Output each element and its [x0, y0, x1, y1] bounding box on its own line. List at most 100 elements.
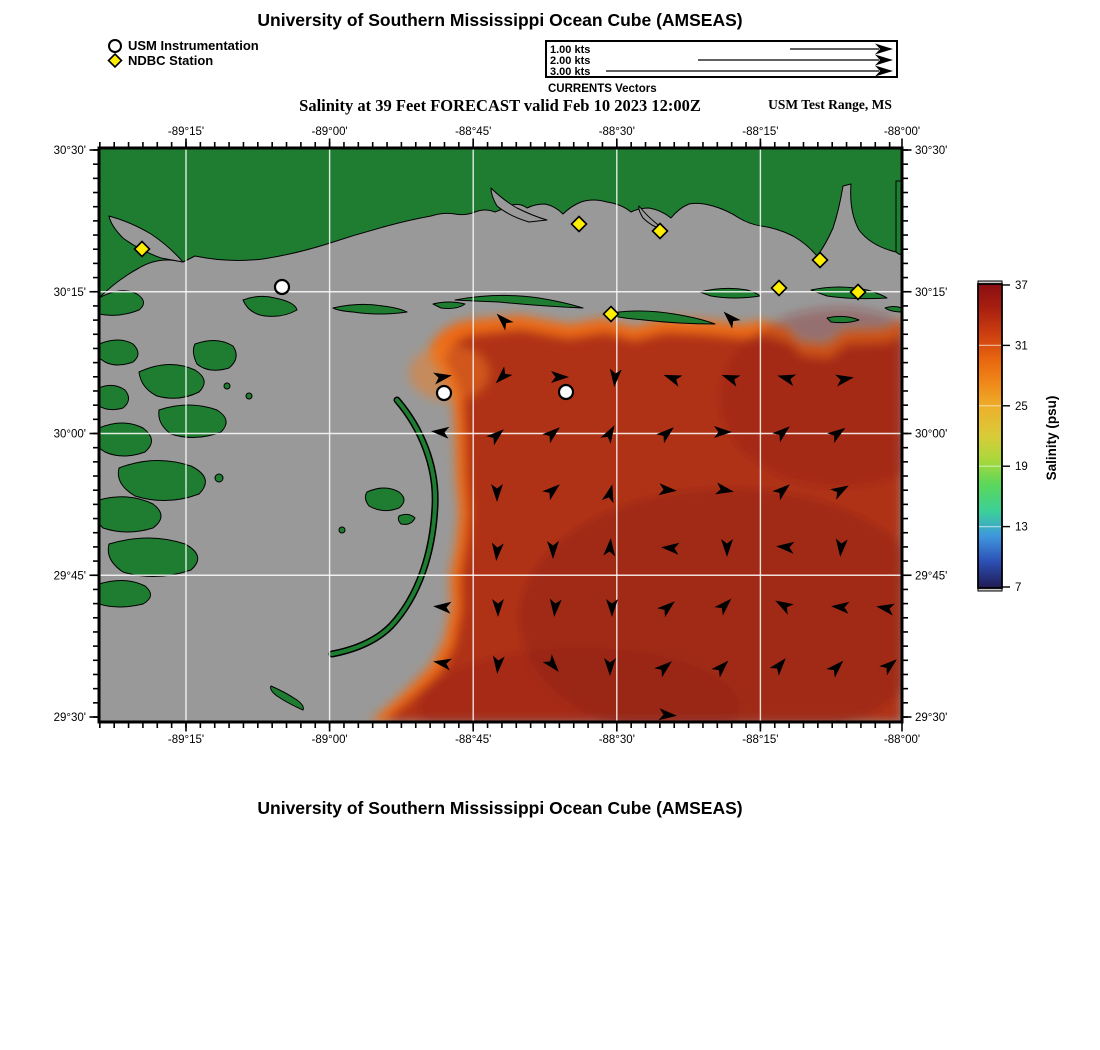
current-vector — [835, 538, 848, 557]
current-vector — [776, 541, 795, 554]
station-legend: USM Instrumentation NDBC Station — [107, 38, 259, 68]
current-vector — [657, 601, 675, 618]
ndbc-station-marker — [849, 283, 867, 301]
legend-row-ndbc: NDBC Station — [107, 53, 259, 68]
islet-se-2 — [884, 306, 902, 313]
svg-text:-88°00': -88°00' — [884, 126, 920, 138]
svg-text:-89°00': -89°00' — [311, 734, 347, 746]
current-vector — [721, 374, 741, 387]
svg-text:30°30': 30°30' — [54, 145, 86, 157]
colorbar-canvas: 37 31 25 19 13 7 Salinity (psu) — [977, 280, 1059, 594]
ndbc-station-marker — [570, 215, 588, 233]
svg-text:-89°15': -89°15' — [168, 126, 204, 138]
ndbc-station-marker — [811, 251, 829, 269]
svg-text:-88°15': -88°15' — [742, 126, 778, 138]
map-canvas: -89°15' -89°15' -89°00' -89°00' -88°45' -88°4… — [54, 126, 948, 746]
svg-text:30°15': 30°15' — [54, 287, 86, 299]
current-vector — [775, 600, 794, 615]
svg-text:37: 37 — [1015, 280, 1028, 292]
ndbc-station-marker — [651, 222, 669, 240]
svg-text:29°30': 29°30' — [54, 712, 86, 724]
svg-text:7: 7 — [1015, 582, 1021, 594]
stations-layer — [133, 215, 867, 402]
currents-caption: CURRENTS Vectors — [548, 83, 657, 95]
svg-text:3.00 kts: 3.00 kts — [550, 66, 590, 76]
map-frame — [97, 146, 904, 724]
current-vector — [658, 483, 677, 496]
svg-text:-88°45': -88°45' — [455, 126, 491, 138]
svg-text:-88°30': -88°30' — [599, 126, 635, 138]
current-vector — [496, 313, 514, 331]
salinity-field — [370, 308, 902, 722]
current-vector — [711, 660, 729, 678]
current-vector — [433, 601, 452, 614]
current-vector — [604, 658, 616, 676]
current-vector — [609, 368, 622, 387]
svg-text:2.00 kts: 2.00 kts — [550, 55, 590, 67]
mainland — [99, 148, 902, 299]
ndbc-diamond-icon — [107, 53, 123, 68]
current-vector — [491, 542, 504, 561]
ship-island — [332, 303, 408, 315]
usm-circle-icon — [108, 39, 122, 53]
current-vector — [542, 654, 559, 672]
chandeleur-arc — [328, 396, 439, 658]
svg-text:19: 19 — [1015, 461, 1028, 473]
svg-text:30°00': 30°00' — [54, 429, 86, 441]
current-vector — [714, 598, 732, 616]
usm-station-marker — [435, 384, 453, 402]
page-title-bottom: University of Southern Mississippi Ocean… — [257, 798, 743, 818]
islet-se-1 — [826, 315, 860, 324]
biloxi-bay — [490, 187, 548, 223]
current-vector — [661, 542, 680, 555]
forecast-subtitle: Salinity at 39 Feet FORECAST valid Feb 1… — [299, 96, 701, 115]
current-vector — [431, 426, 450, 439]
svg-text:31: 31 — [1015, 340, 1028, 352]
ndbc-station-marker — [602, 305, 620, 323]
dauphin-island — [810, 286, 888, 300]
ndbc-station-marker — [770, 279, 788, 297]
svg-text:25: 25 — [1015, 401, 1028, 413]
current-vector — [831, 601, 850, 614]
current-vector — [433, 658, 452, 671]
current-vector — [549, 598, 562, 617]
usm-station-marker — [557, 383, 575, 401]
current-vector — [654, 661, 672, 678]
cat-island — [242, 295, 298, 317]
current-vector — [658, 708, 677, 721]
current-vector — [656, 427, 674, 444]
current-vector — [772, 484, 790, 501]
current-vector — [606, 599, 618, 617]
pearl-marsh — [99, 290, 144, 316]
svg-text:30°30': 30°30' — [915, 145, 947, 157]
svg-text:29°45': 29°45' — [54, 570, 86, 582]
current-vector — [547, 541, 559, 559]
page-title-top: University of Southern Mississippi Ocean… — [257, 10, 743, 30]
current-vector — [830, 485, 849, 500]
svg-text:-88°30': -88°30' — [599, 734, 635, 746]
current-vector — [769, 658, 786, 676]
colorbar-title: Salinity (psu) — [1044, 396, 1059, 481]
current-vector — [551, 371, 569, 383]
ndbc-station-marker — [133, 240, 151, 258]
current-vector — [772, 426, 790, 443]
current-vector — [601, 484, 614, 504]
current-vector — [835, 374, 854, 387]
current-vector — [433, 372, 452, 385]
axis-ticks: -89°15' -89°15' -89°00' -89°00' -88°45' -88°4… — [54, 126, 948, 746]
pascagoula-inlet — [638, 205, 664, 231]
horn-island — [604, 310, 716, 325]
svg-text:30°15': 30°15' — [915, 287, 947, 299]
current-vector — [721, 539, 733, 557]
legend-label-ndbc: NDBC Station — [128, 53, 214, 68]
svg-text:29°30': 29°30' — [915, 712, 947, 724]
delta-sliver — [270, 685, 304, 711]
current-vector — [876, 603, 895, 616]
region-label: USM Test Range, MS — [768, 97, 892, 112]
current-vector — [723, 311, 741, 329]
dog-keys — [454, 294, 584, 309]
usm-station-marker — [273, 278, 291, 296]
svg-text:1.00 kts: 1.00 kts — [550, 44, 590, 56]
